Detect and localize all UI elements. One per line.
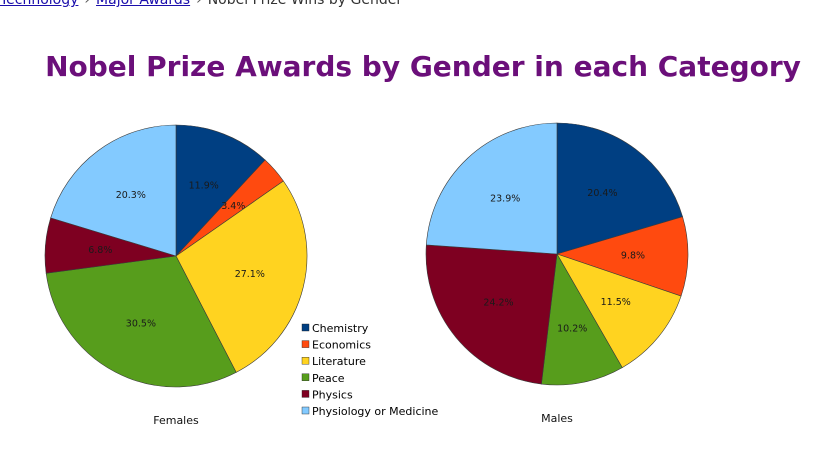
slice-males-physiology-or-medicine [425,122,558,255]
slice-label-males-peace: 10.2% [557,323,587,334]
breadcrumb-separator: › [84,0,91,8]
slice-label-males-physiology-or-medicine: 23.9% [490,193,520,204]
pies-group: 11.9%3.4% 27.1% 30.5% 6.8% 20.3% Females 20.4%… [44,122,689,427]
pie-caption-females: Females [153,414,199,427]
slice-label-males-physics: 24.2% [483,297,513,308]
slice-label-females-peace: 30.5% [126,318,156,329]
breadcrumb-link-technology[interactable]: Technology [0,0,79,8]
slice-label-females-physiology-or-medicine: 20.3% [116,190,146,201]
slice-females-peace [45,255,237,388]
legend-label-literature: Literature [312,355,366,368]
legend-swatch-physics [301,390,310,398]
legend-swatch-literature [301,357,310,365]
slice-females-chemistry [175,124,266,257]
slice-label-males-economics: 9.8% [621,250,645,261]
slice-males-economics [556,216,689,297]
legend-swatch-peace [301,373,310,381]
legend-swatch-chemistry [301,323,310,332]
slice-males-literature [556,253,682,368]
slice-males-chemistry [556,122,683,255]
slice-label-females-physics: 6.8% [88,245,112,256]
legend-swatch-physiology-or-medicine [301,406,310,415]
slice-females-literature [175,180,308,373]
slice-females-physiology-or-medicine [50,124,177,257]
breadcrumb-link-major-awards[interactable]: Major Awards [96,0,191,8]
legend-swatch-economics [301,340,310,348]
legend-label-physiology-or-medicine: Physiology or Medicine [312,405,439,418]
breadcrumb-separator: › [196,0,202,8]
legend: Chemistry Economics Literature Peace Physics… [301,322,439,418]
breadcrumb-current: Nobel Prize Wins by Gender [207,0,403,8]
chart-title: Nobel Prize Awards by Gender in each Cat… [45,50,801,83]
slice-label-females-literature: 27.1% [235,269,265,280]
slice-label-males-literature: 11.5% [601,297,631,308]
legend-label-economics: Economics [312,339,371,352]
legend-label-physics: Physics [312,388,353,401]
breadcrumb: Technology › Major Awards › Nobel Prize Wins… [0,0,402,8]
legend-label-chemistry: Chemistry [312,322,369,335]
slice-label-females-chemistry: 11.9% [189,180,219,191]
pie-caption-males: Males [541,412,573,425]
legend-label-peace: Peace [312,372,345,385]
slice-label-females-economics: 3.4% [221,201,245,212]
slice-males-physics [425,244,558,385]
slice-label-males-chemistry: 20.4% [587,188,617,199]
slice-males-peace [541,253,623,386]
